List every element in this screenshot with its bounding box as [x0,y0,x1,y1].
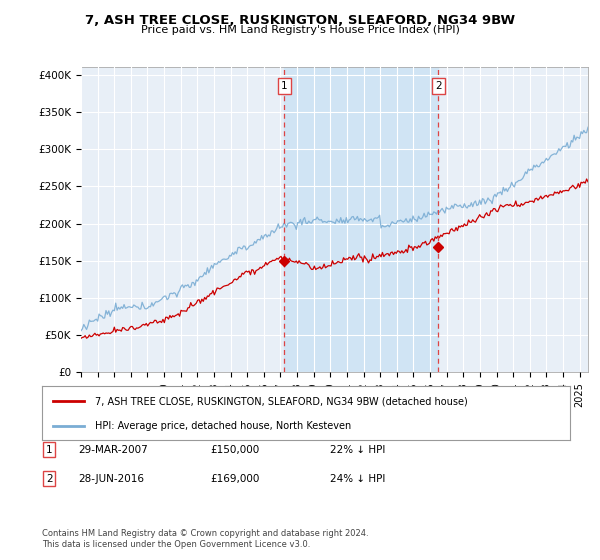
Text: Contains HM Land Registry data © Crown copyright and database right 2024.
This d: Contains HM Land Registry data © Crown c… [42,529,368,549]
Text: 24% ↓ HPI: 24% ↓ HPI [330,474,385,484]
Text: 7, ASH TREE CLOSE, RUSKINGTON, SLEAFORD, NG34 9BW: 7, ASH TREE CLOSE, RUSKINGTON, SLEAFORD,… [85,14,515,27]
Text: 1: 1 [281,81,288,91]
Bar [284,67,438,372]
Text: 2: 2 [46,474,53,484]
Text: £169,000: £169,000 [210,474,259,484]
Text: 2: 2 [435,81,442,91]
Text: 22% ↓ HPI: 22% ↓ HPI [330,445,385,455]
Text: 28-JUN-2016: 28-JUN-2016 [78,474,144,484]
Text: £150,000: £150,000 [210,445,259,455]
Text: 7, ASH TREE CLOSE, RUSKINGTON, SLEAFORD, NG34 9BW (detached house): 7, ASH TREE CLOSE, RUSKINGTON, SLEAFORD,… [95,396,467,407]
Text: 1: 1 [46,445,53,455]
Text: 29-MAR-2007: 29-MAR-2007 [78,445,148,455]
Text: Price paid vs. HM Land Registry's House Price Index (HPI): Price paid vs. HM Land Registry's House … [140,25,460,35]
Text: HPI: Average price, detached house, North Kesteven: HPI: Average price, detached house, Nort… [95,421,351,431]
